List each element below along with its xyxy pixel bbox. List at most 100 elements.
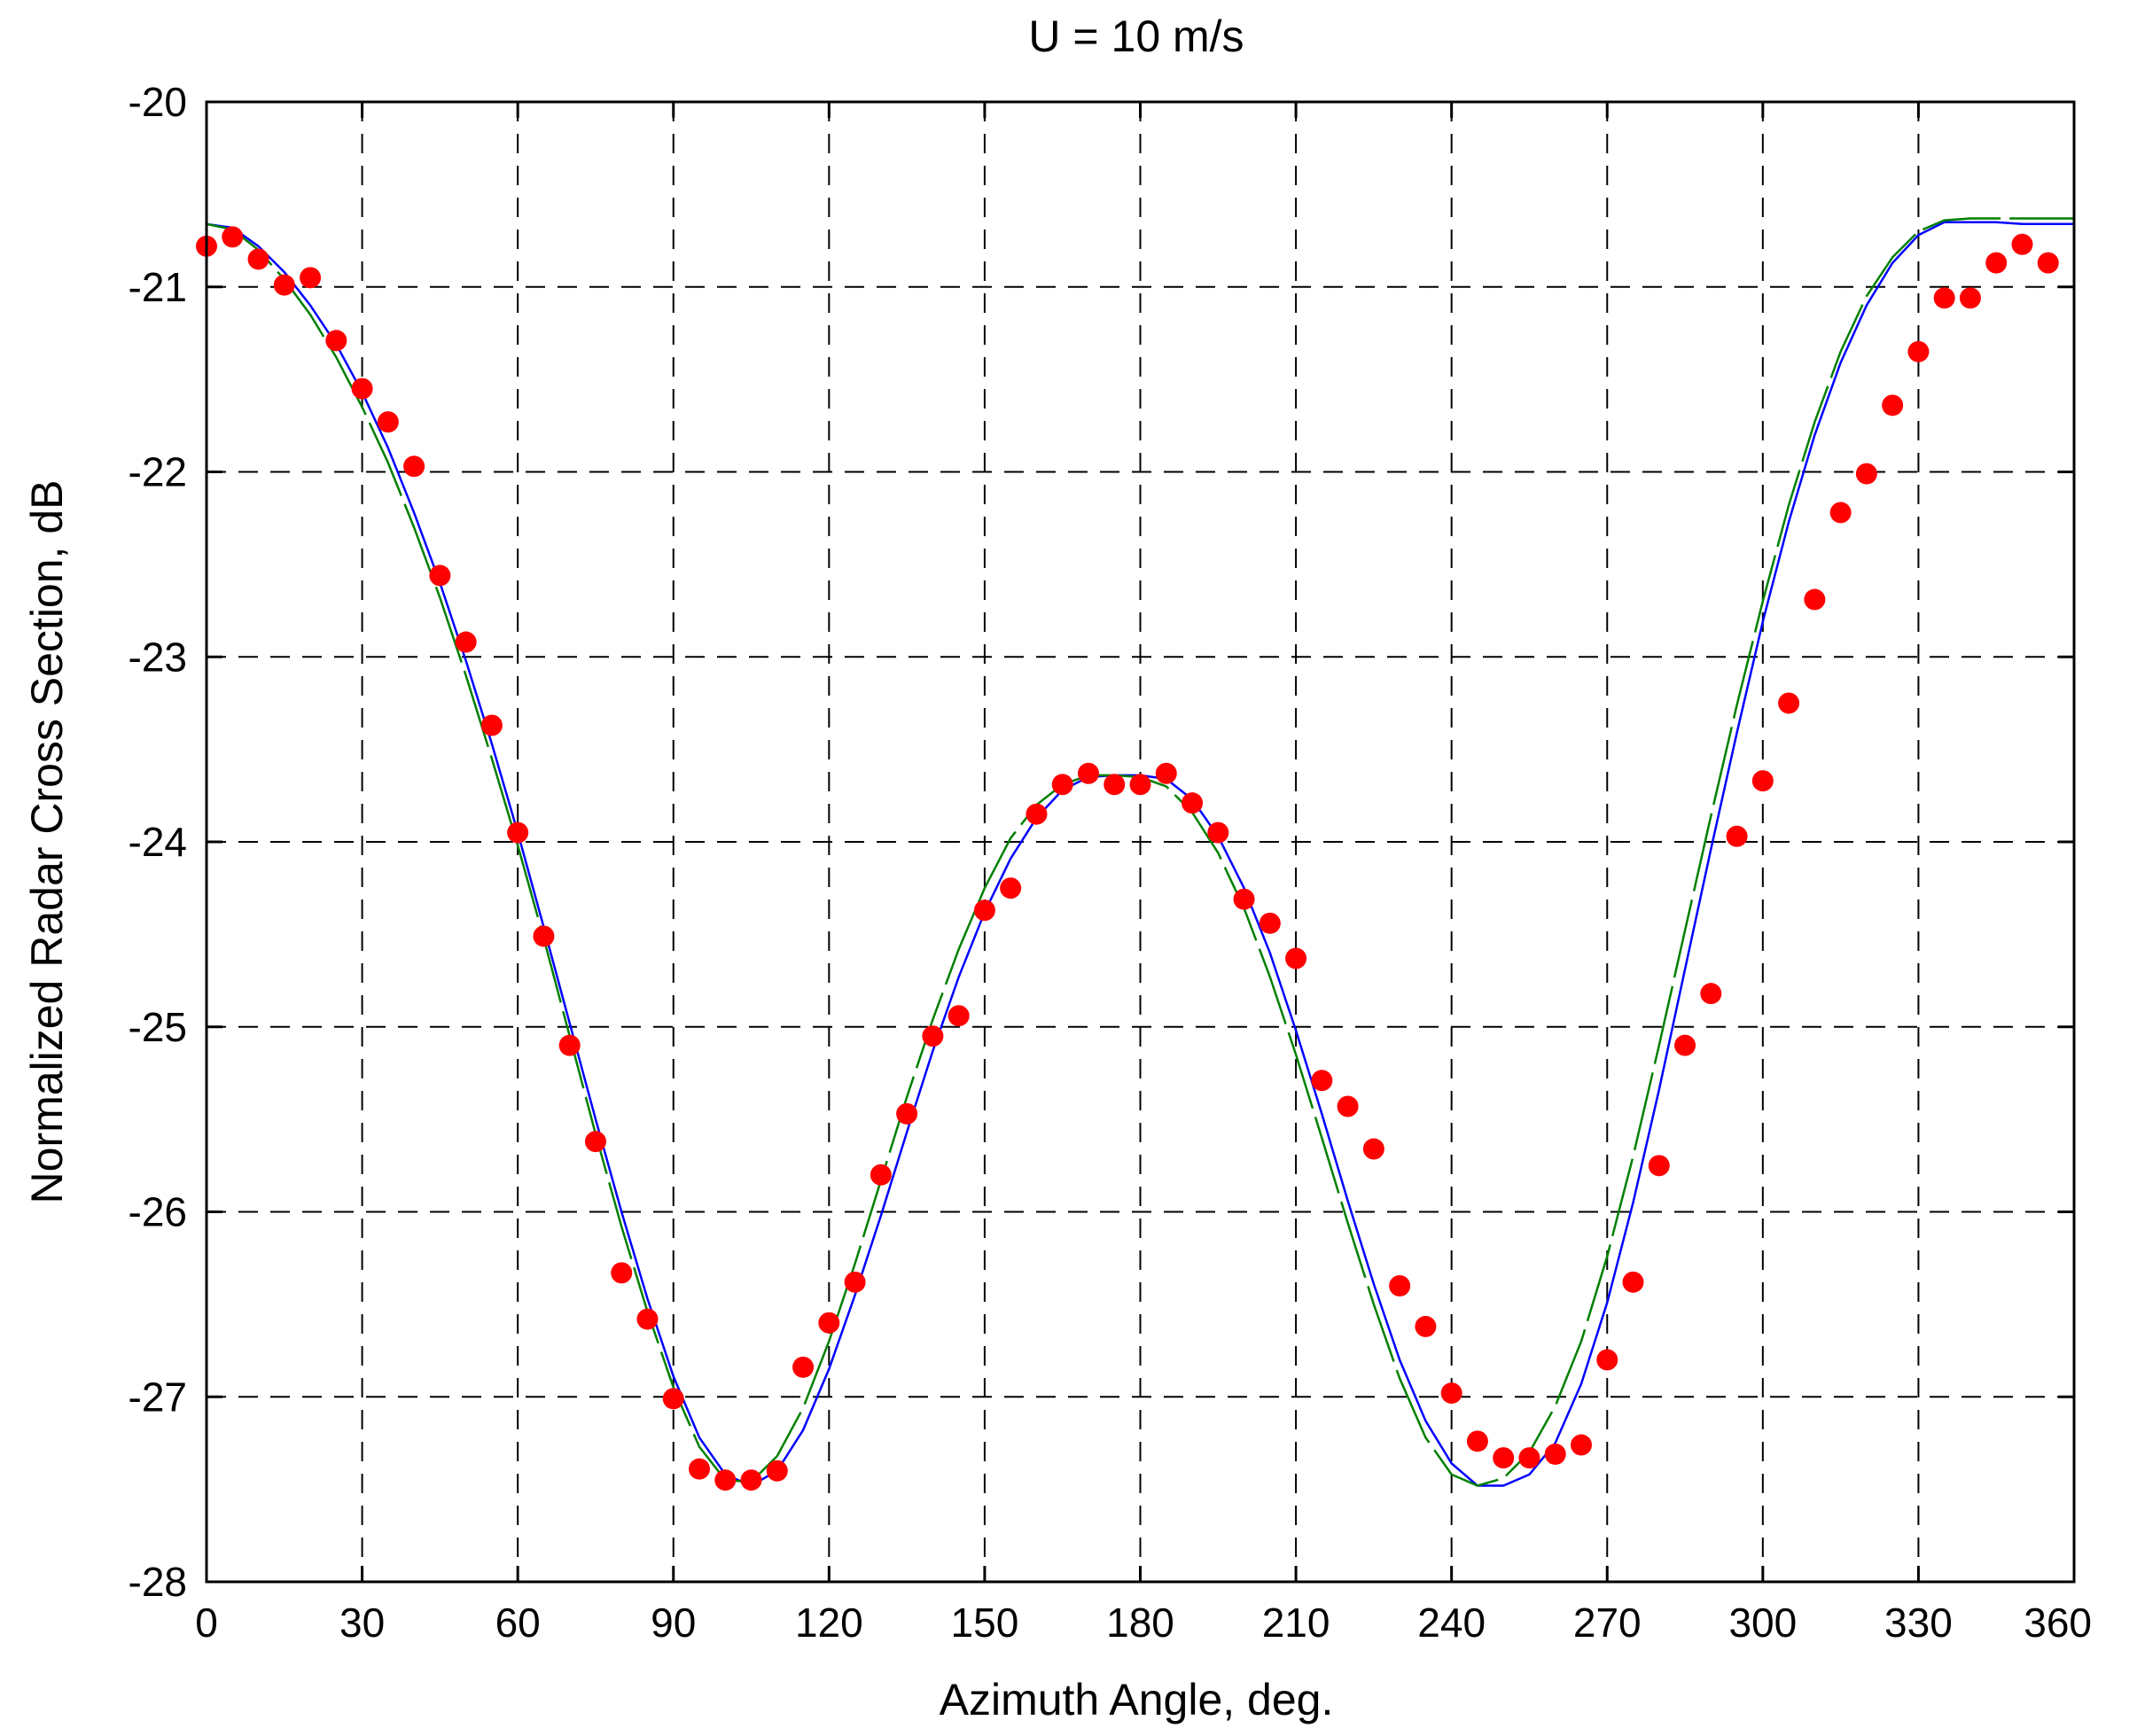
data-point: [584, 1131, 606, 1153]
data-point: [222, 226, 244, 248]
data-point: [1518, 1447, 1540, 1469]
x-tick-label: 210: [1262, 1600, 1330, 1646]
data-point: [1440, 1382, 1462, 1405]
y-axis-label: Normalized Radar Cross Section, dB: [22, 480, 72, 1204]
data-point: [1700, 983, 1722, 1005]
data-point: [377, 411, 399, 433]
data-point: [1933, 287, 1955, 309]
data-point: [455, 631, 477, 653]
data-point: [896, 1102, 918, 1125]
y-tick-label: -21: [129, 264, 187, 310]
data-point: [1751, 770, 1774, 792]
data-point: [1622, 1271, 1644, 1293]
data-point: [2037, 252, 2059, 274]
data-point: [636, 1308, 659, 1330]
data-point: [870, 1164, 892, 1186]
y-axis-ticks: -20 -21 -22 -23 -24 -25 -26 -27 -28: [129, 79, 2074, 1605]
data-point: [818, 1312, 840, 1334]
data-point: [973, 899, 995, 922]
data-point: [1596, 1349, 1618, 1371]
x-tick-label: 150: [951, 1600, 1019, 1646]
data-point: [1570, 1434, 1592, 1456]
data-point: [1233, 888, 1255, 910]
x-tick-label: 300: [1728, 1600, 1797, 1646]
data-point: [558, 1034, 581, 1056]
data-point: [325, 330, 347, 352]
y-tick-label: -22: [129, 449, 187, 495]
x-tick-label: 0: [195, 1600, 218, 1646]
y-tick-label: -27: [129, 1374, 187, 1420]
data-point: [1415, 1315, 1437, 1337]
x-tick-label: 120: [795, 1600, 863, 1646]
data-point: [1882, 394, 1904, 416]
data-point: [1804, 588, 1826, 611]
data-point: [1648, 1155, 1670, 1177]
x-tick-label: 90: [651, 1600, 696, 1646]
data-point: [766, 1460, 788, 1482]
x-tick-label: 240: [1417, 1600, 1486, 1646]
data-point: [1466, 1430, 1488, 1452]
data-point: [948, 1005, 970, 1027]
data-point: [714, 1469, 737, 1491]
x-tick-label: 60: [495, 1600, 541, 1646]
data-point: [247, 248, 269, 270]
data-point: [611, 1262, 633, 1284]
data-point: [429, 564, 451, 587]
data-point: [922, 1025, 944, 1047]
data-point: [1155, 762, 1177, 784]
data-point: [1778, 692, 1800, 714]
data-point: [1207, 821, 1229, 844]
x-tick-label: 270: [1573, 1600, 1642, 1646]
data-point: [1674, 1034, 1696, 1056]
data-point: [1362, 1138, 1384, 1160]
data-point: [1311, 1070, 1333, 1092]
data-point: [403, 455, 425, 478]
data-point: [740, 1469, 762, 1491]
x-axis-label: Azimuth Angle, deg.: [940, 1675, 1334, 1724]
data-point: [273, 274, 295, 296]
data-point: [1726, 825, 1748, 847]
data-point: [1104, 774, 1126, 796]
data-point: [1026, 803, 1048, 825]
data-point: [844, 1271, 866, 1293]
y-tick-label: -28: [129, 1559, 187, 1605]
data-point: [2011, 233, 2033, 255]
data-point: [1285, 947, 1307, 969]
data-point: [1985, 252, 2008, 274]
data-point: [1544, 1443, 1566, 1465]
data-point: [351, 378, 373, 400]
data-point: [480, 714, 503, 736]
grid: [207, 102, 2074, 1582]
data-point: [533, 925, 555, 947]
y-tick-label: -23: [129, 634, 187, 680]
y-tick-label: -24: [129, 819, 187, 865]
data-point: [300, 267, 322, 289]
data-point: [662, 1388, 684, 1410]
data-point: [1959, 287, 1981, 309]
data-point: [1855, 463, 1877, 485]
y-tick-label: -20: [129, 79, 187, 125]
x-tick-label: 360: [2024, 1600, 2092, 1646]
x-axis-ticks: 0 30 60 90 120 150 180 210 240 270 300 330 360: [195, 102, 2092, 1646]
data-point: [1077, 762, 1099, 784]
data-point: [1051, 774, 1073, 796]
x-tick-label: 180: [1106, 1600, 1174, 1646]
data-point: [1000, 877, 1022, 899]
data-point: [689, 1458, 711, 1480]
data-point: [1182, 792, 1204, 814]
y-tick-label: -25: [129, 1004, 187, 1050]
x-tick-label: 330: [1884, 1600, 1953, 1646]
data-point: [1389, 1275, 1411, 1296]
data-point: [1493, 1447, 1515, 1469]
y-tick-label: -26: [129, 1189, 187, 1235]
data-point: [1907, 340, 1930, 362]
x-tick-label: 30: [339, 1600, 385, 1646]
data-point: [507, 821, 529, 844]
data-point: [1829, 502, 1852, 524]
data-point: [792, 1356, 815, 1378]
series-layer: [196, 217, 2074, 1491]
chart-title: U = 10 m/s: [1028, 12, 1244, 61]
data-point: [1337, 1095, 1359, 1117]
data-point: [1259, 912, 1281, 934]
